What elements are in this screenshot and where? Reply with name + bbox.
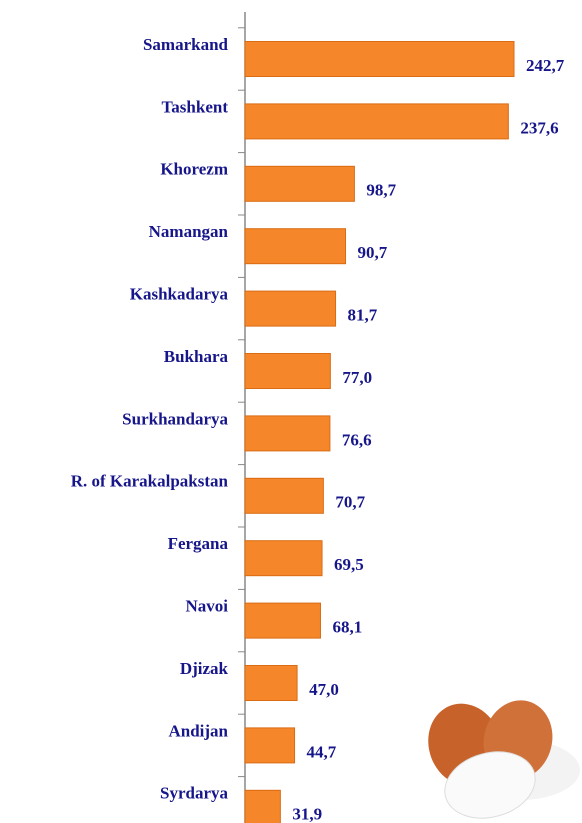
- bar: [244, 103, 509, 140]
- value-label: 242,7: [526, 56, 565, 75]
- bar: [244, 290, 337, 327]
- category-label: Samarkand: [143, 35, 229, 54]
- bar: [244, 415, 331, 452]
- value-label: 76,6: [342, 430, 372, 449]
- bar: [244, 165, 355, 202]
- value-label: 77,0: [342, 368, 372, 387]
- value-label: 68,1: [332, 618, 362, 637]
- bar: [244, 789, 281, 823]
- value-label: 44,7: [307, 742, 337, 761]
- bar: [244, 477, 324, 514]
- bar: [244, 228, 347, 265]
- category-label: Navoi: [186, 597, 229, 616]
- value-label: 237,6: [520, 118, 558, 137]
- category-label: Tashkent: [162, 97, 229, 116]
- bar: [244, 727, 296, 764]
- category-label: R. of Karakalpakstan: [71, 472, 229, 491]
- category-label: Bukhara: [164, 347, 229, 366]
- eggs-illustration: [428, 700, 580, 819]
- category-label: Andijan: [168, 721, 228, 740]
- category-label: Fergana: [168, 534, 229, 553]
- value-label: 81,7: [348, 306, 378, 325]
- value-label: 69,5: [334, 555, 364, 574]
- bar: [244, 540, 323, 577]
- category-label: Syrdarya: [160, 784, 229, 803]
- value-label: 31,9: [292, 805, 322, 823]
- bar: [244, 41, 515, 77]
- category-label: Namangan: [149, 222, 229, 241]
- category-label: Djizak: [180, 659, 229, 678]
- category-label: Kashkadarya: [130, 285, 229, 304]
- bar: [244, 602, 321, 639]
- bar: [244, 665, 298, 701]
- bar: [244, 353, 331, 389]
- value-label: 47,0: [309, 680, 339, 699]
- value-label: 98,7: [366, 181, 396, 200]
- category-label: Khorezm: [160, 160, 228, 179]
- category-label: Surkhandarya: [122, 409, 228, 428]
- value-label: 70,7: [335, 493, 365, 512]
- value-label: 90,7: [358, 243, 388, 262]
